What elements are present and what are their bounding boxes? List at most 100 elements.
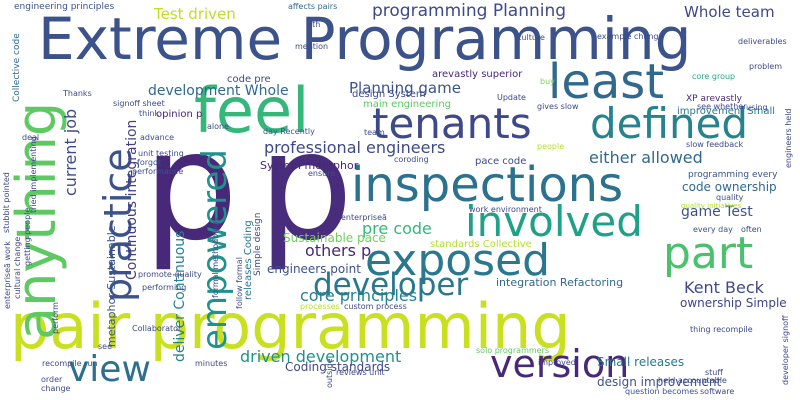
- word: code pre: [227, 74, 271, 85]
- word: metaphor Sustainable: [105, 225, 118, 347]
- word: opinion p: [156, 109, 203, 120]
- word: p: [258, 100, 354, 274]
- word: Thanks: [63, 89, 92, 98]
- word: version: [490, 342, 630, 386]
- word: standards Collective: [430, 239, 532, 250]
- word: core principles: [300, 286, 418, 305]
- word: least: [548, 54, 665, 110]
- word: game Test: [681, 204, 753, 220]
- word: custom process: [344, 302, 407, 311]
- word: driven development: [240, 347, 402, 366]
- word: processes: [300, 302, 340, 311]
- word: ensure: [308, 169, 336, 178]
- word: slow feedback: [686, 140, 744, 149]
- word: day Recently: [263, 127, 315, 136]
- word: developer signoff: [781, 315, 790, 385]
- word: code ownership: [682, 180, 777, 194]
- word: programming every: [688, 170, 778, 180]
- word: using: [746, 103, 768, 112]
- word: follow formal: [235, 257, 244, 309]
- word: exposed: [365, 235, 551, 286]
- word: think: [139, 109, 160, 118]
- word: order: [41, 375, 63, 384]
- word: System metaphor: [260, 159, 359, 172]
- word: quality: [716, 193, 744, 202]
- word: p: [143, 100, 239, 274]
- word: change: [41, 384, 71, 393]
- word: Kent Beck: [684, 278, 764, 297]
- word: held accountable: [658, 376, 727, 385]
- word: development Whole: [148, 83, 289, 99]
- word: outside: [325, 358, 334, 389]
- word: pre code: [362, 219, 432, 238]
- word: pair programming: [10, 290, 571, 363]
- word: reviews unit: [336, 368, 385, 377]
- word: main engineering: [363, 99, 451, 110]
- word: often: [741, 225, 762, 234]
- word: unit testing: [138, 149, 184, 158]
- word: work environment: [469, 205, 542, 214]
- word: minutes: [195, 359, 228, 368]
- word: example change: [597, 32, 664, 41]
- word: tried implementing: [29, 136, 38, 213]
- word: Sustainable pace: [283, 231, 386, 245]
- word: programming Planning: [372, 1, 567, 21]
- word: feel: [194, 74, 310, 147]
- word: getting people: [23, 207, 32, 266]
- word: Small releases: [597, 355, 685, 369]
- word: involved: [465, 197, 643, 246]
- word: stubbit pointed: [2, 172, 11, 233]
- word: deliver Continuous: [172, 230, 188, 362]
- word: either allowed: [589, 148, 703, 167]
- word: improvement Small: [677, 106, 776, 117]
- word: team: [364, 128, 385, 137]
- word: Update: [497, 93, 526, 102]
- word: culture: [517, 33, 545, 42]
- word: every day: [693, 225, 733, 234]
- word: advance: [140, 133, 175, 142]
- word: part: [663, 228, 754, 279]
- word: pace code: [475, 156, 527, 167]
- word: ownership Simple: [680, 296, 787, 310]
- word: question becomes: [625, 387, 699, 396]
- word: core group: [692, 72, 736, 81]
- word: improved: [538, 358, 576, 367]
- word: others p: [305, 241, 372, 260]
- word: design System: [352, 89, 426, 100]
- word: tenants: [372, 99, 532, 148]
- word: defined: [590, 99, 749, 148]
- word: buy: [540, 77, 555, 86]
- word: quality initiatives: [681, 202, 742, 210]
- word: gives slow: [537, 102, 579, 111]
- word: enterpriseã: [341, 213, 387, 222]
- word: mention: [295, 42, 329, 51]
- word: affects pairs: [288, 2, 338, 11]
- word: developer: [313, 267, 469, 303]
- word: engineers point: [267, 262, 361, 276]
- word: Extreme Programming: [38, 5, 692, 73]
- word: integration Refactoring: [496, 276, 624, 289]
- word: thing recompile: [690, 325, 753, 334]
- word: stuff: [705, 368, 723, 377]
- word: promote quality: [138, 270, 202, 279]
- word: Simple design: [253, 212, 263, 276]
- word: professional engineers: [264, 138, 446, 157]
- word: perform: [51, 302, 60, 334]
- word: Test driven: [154, 5, 236, 23]
- word: XP arevastly: [686, 94, 742, 104]
- word: recompile run: [42, 359, 98, 368]
- word: solo programmers: [476, 346, 550, 355]
- word: deal: [22, 133, 40, 142]
- word: performance: [132, 167, 184, 176]
- word: formal methodology: [211, 216, 220, 298]
- word: see: [98, 342, 113, 351]
- word: signoff sheet: [113, 99, 165, 108]
- word: deliverables: [738, 37, 787, 46]
- word: people: [537, 142, 565, 151]
- word: view: [68, 349, 151, 390]
- word: software: [700, 387, 735, 396]
- word: Continuous integration: [124, 119, 140, 280]
- word: current job: [61, 108, 80, 196]
- word: problem: [749, 62, 783, 71]
- word: alone: [207, 122, 230, 131]
